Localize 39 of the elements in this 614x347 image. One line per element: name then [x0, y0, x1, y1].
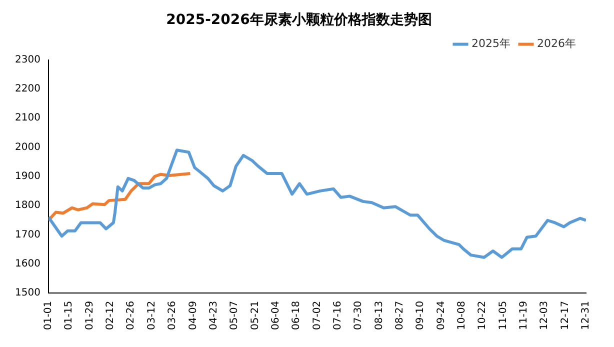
y-tick-label: 1700 — [14, 229, 40, 240]
x-tick-label: 01-29 — [84, 300, 96, 330]
x-tick-label: 01-15 — [64, 300, 75, 330]
x-tick-label: 02-26 — [126, 300, 137, 330]
x-tick-label: 12-31 — [580, 300, 592, 330]
x-tick-label: 11-19 — [518, 300, 530, 330]
y-tick-label: 1600 — [14, 258, 40, 270]
x-tick-label: 06-04 — [270, 300, 282, 330]
legend-label: 2026年 — [537, 37, 576, 50]
x-tick-label: 05-21 — [250, 300, 261, 330]
x-tick-label: 01-01 — [43, 300, 54, 330]
x-tick-label: 08-27 — [394, 300, 406, 330]
x-tick-label: 12-03 — [539, 300, 550, 330]
legend-label: 2025年 — [472, 37, 511, 50]
x-tick-label: 09-24 — [436, 300, 447, 330]
x-tick-label: 07-30 — [353, 300, 364, 330]
x-tick-label: 11-05 — [498, 300, 509, 330]
y-tick-label: 1800 — [14, 200, 40, 212]
x-tick-label: 02-12 — [105, 300, 116, 330]
y-tick-label: 1500 — [14, 288, 40, 299]
x-tick-label: 10-08 — [456, 300, 468, 330]
y-tick-label: 1900 — [14, 170, 40, 182]
x-tick-label: 04-23 — [208, 300, 220, 330]
y-tick-label: 2200 — [14, 84, 40, 95]
y-tick-label: 2100 — [14, 112, 40, 124]
chart-title: 2025-2026年尿素小颗粒价格指数走势图 — [166, 12, 432, 28]
x-tick-label: 12-17 — [560, 300, 571, 330]
x-tick-label: 07-16 — [332, 300, 344, 330]
x-tick-label: 06-18 — [291, 300, 302, 330]
x-tick-label: 05-07 — [229, 300, 240, 330]
x-tick-label: 08-13 — [374, 300, 385, 330]
x-tick-label: 03-12 — [146, 300, 158, 330]
x-tick-label: 10-22 — [477, 300, 488, 330]
y-tick-label: 2000 — [14, 142, 40, 153]
x-tick-label: 04-09 — [188, 300, 199, 330]
x-tick-label: 03-26 — [167, 300, 178, 330]
x-tick-label: 07-02 — [312, 300, 323, 330]
y-tick-label: 2300 — [14, 54, 40, 66]
x-tick-label: 09-10 — [415, 300, 426, 330]
